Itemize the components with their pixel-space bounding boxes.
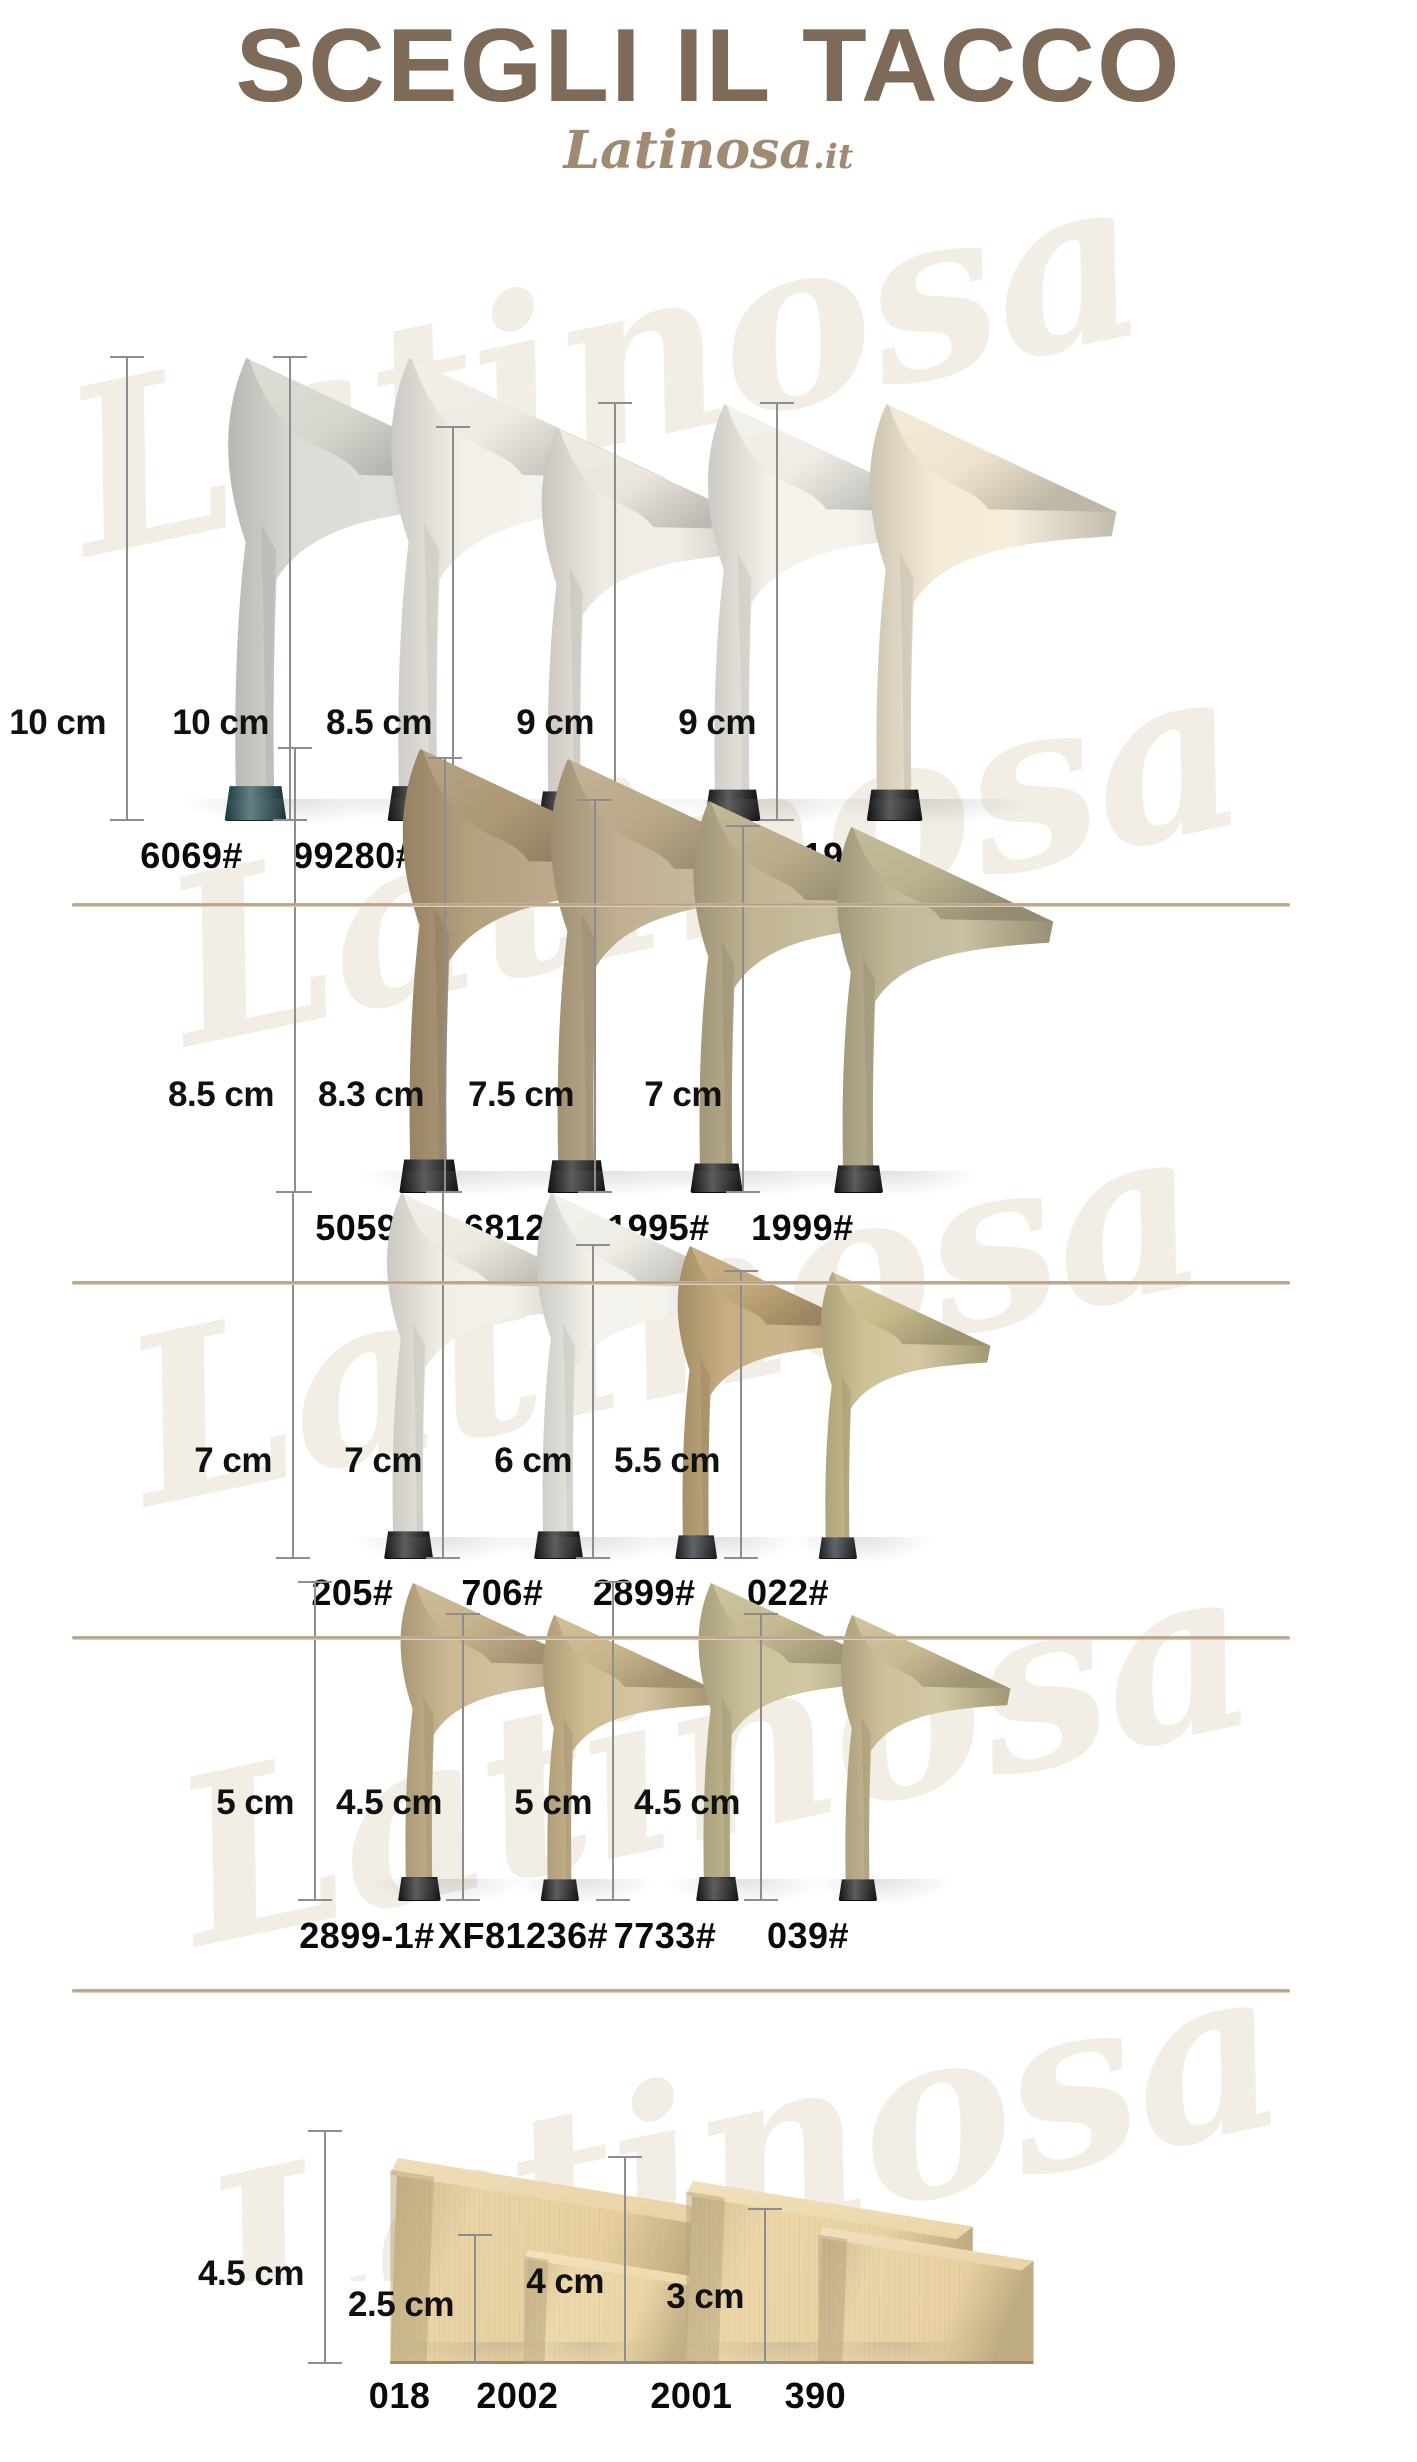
brand-logo: Latinosa.it [0, 120, 1417, 181]
measurement-caliper [576, 1244, 610, 1559]
measurement-caliper [446, 1613, 480, 1901]
brand-name: Latinosa [563, 120, 814, 181]
product-code-label: 6069# [140, 835, 243, 876]
stiletto-heel-image [622, 1244, 868, 1559]
heel-product-cell[interactable]: 3 cm 390 [666, 181, 1034, 2462]
measurement-caliper [110, 356, 144, 821]
measurement-caliper [724, 1270, 758, 1559]
product-code-label: 390 [784, 2375, 847, 2416]
measurement-caliper [726, 825, 760, 1193]
product-code-label: 1999# [751, 1207, 854, 1248]
heel-height-label: 4 cm [526, 2261, 604, 2301]
product-code-label: 039# [766, 1915, 850, 1956]
heel-height-label: 4.5 cm [336, 1783, 442, 1822]
stiletto-heel-image [772, 825, 1059, 1193]
product-code-label: 205# [311, 1572, 394, 1613]
measurement-caliper [276, 1191, 310, 1559]
product-code-label: 2899-1# [299, 1915, 435, 1956]
measurement-caliper [748, 2208, 782, 2364]
measurement-caliper [426, 1191, 460, 1559]
measurement-caliper [596, 1581, 630, 1901]
heel-row: 7 cm 205# [0, 181, 1417, 2462]
heel-height-label: 3 cm [666, 2277, 744, 2317]
brand-tld: .it [813, 137, 854, 177]
measurement-caliper [308, 2130, 342, 2364]
measurement-caliper [760, 402, 794, 821]
heel-height-label: 7 cm [644, 1075, 722, 1114]
product-code-label: 706# [461, 1572, 544, 1613]
heel-height-label: 9 cm [516, 703, 594, 742]
product-code-label: 2899# [592, 1572, 696, 1613]
heel-height-label: 5.5 cm [614, 1441, 720, 1480]
heel-height-label: 8.3 cm [318, 1075, 424, 1114]
product-code-label: XF81236# [438, 1915, 609, 1956]
heel-height-label: 10 cm [9, 703, 106, 742]
heel-height-label: 8.5 cm [168, 1075, 274, 1114]
heel-height-label: 6 cm [494, 1441, 572, 1480]
page-header: SCEGLI IL TACCO Latinosa.it [0, 0, 1417, 181]
stiletto-heel-image [344, 1581, 594, 1901]
measurement-caliper [608, 2156, 642, 2364]
heel-height-label: 5 cm [216, 1783, 294, 1822]
measurement-caliper [298, 1581, 332, 1901]
stiletto-heel-image [770, 1270, 995, 1559]
measurement-caliper [744, 1613, 778, 1901]
product-code-label: 99280# [293, 835, 417, 876]
product-code-label: 7733# [613, 1915, 717, 1956]
heel-height-label: 4.5 cm [634, 1783, 740, 1822]
heel-height-label: 7 cm [194, 1441, 272, 1480]
heel-height-label: 4.5 cm [198, 2253, 304, 2293]
stiletto-heel-image [796, 402, 1123, 821]
heel-height-label: 7 cm [344, 1441, 422, 1480]
heel-height-label: 2.5 cm [348, 2285, 454, 2324]
stiletto-heel-image [492, 1613, 717, 1901]
heel-height-label: 9 cm [678, 703, 756, 742]
heel-height-label: 8.5 cm [326, 703, 432, 742]
stiletto-heel-image [790, 1613, 1015, 1901]
product-code-label: 2002 [476, 2375, 559, 2416]
heel-height-label: 10 cm [172, 703, 269, 742]
stiletto-heel-image [642, 1581, 892, 1901]
heel-height-label: 5 cm [514, 1783, 592, 1822]
heel-height-label: 7.5 cm [468, 1075, 574, 1114]
measurement-caliper [578, 799, 612, 1193]
wood-wedge-image [794, 2208, 1036, 2364]
page-title: SCEGLI IL TACCO [235, 8, 1182, 124]
measurement-caliper [273, 356, 307, 821]
